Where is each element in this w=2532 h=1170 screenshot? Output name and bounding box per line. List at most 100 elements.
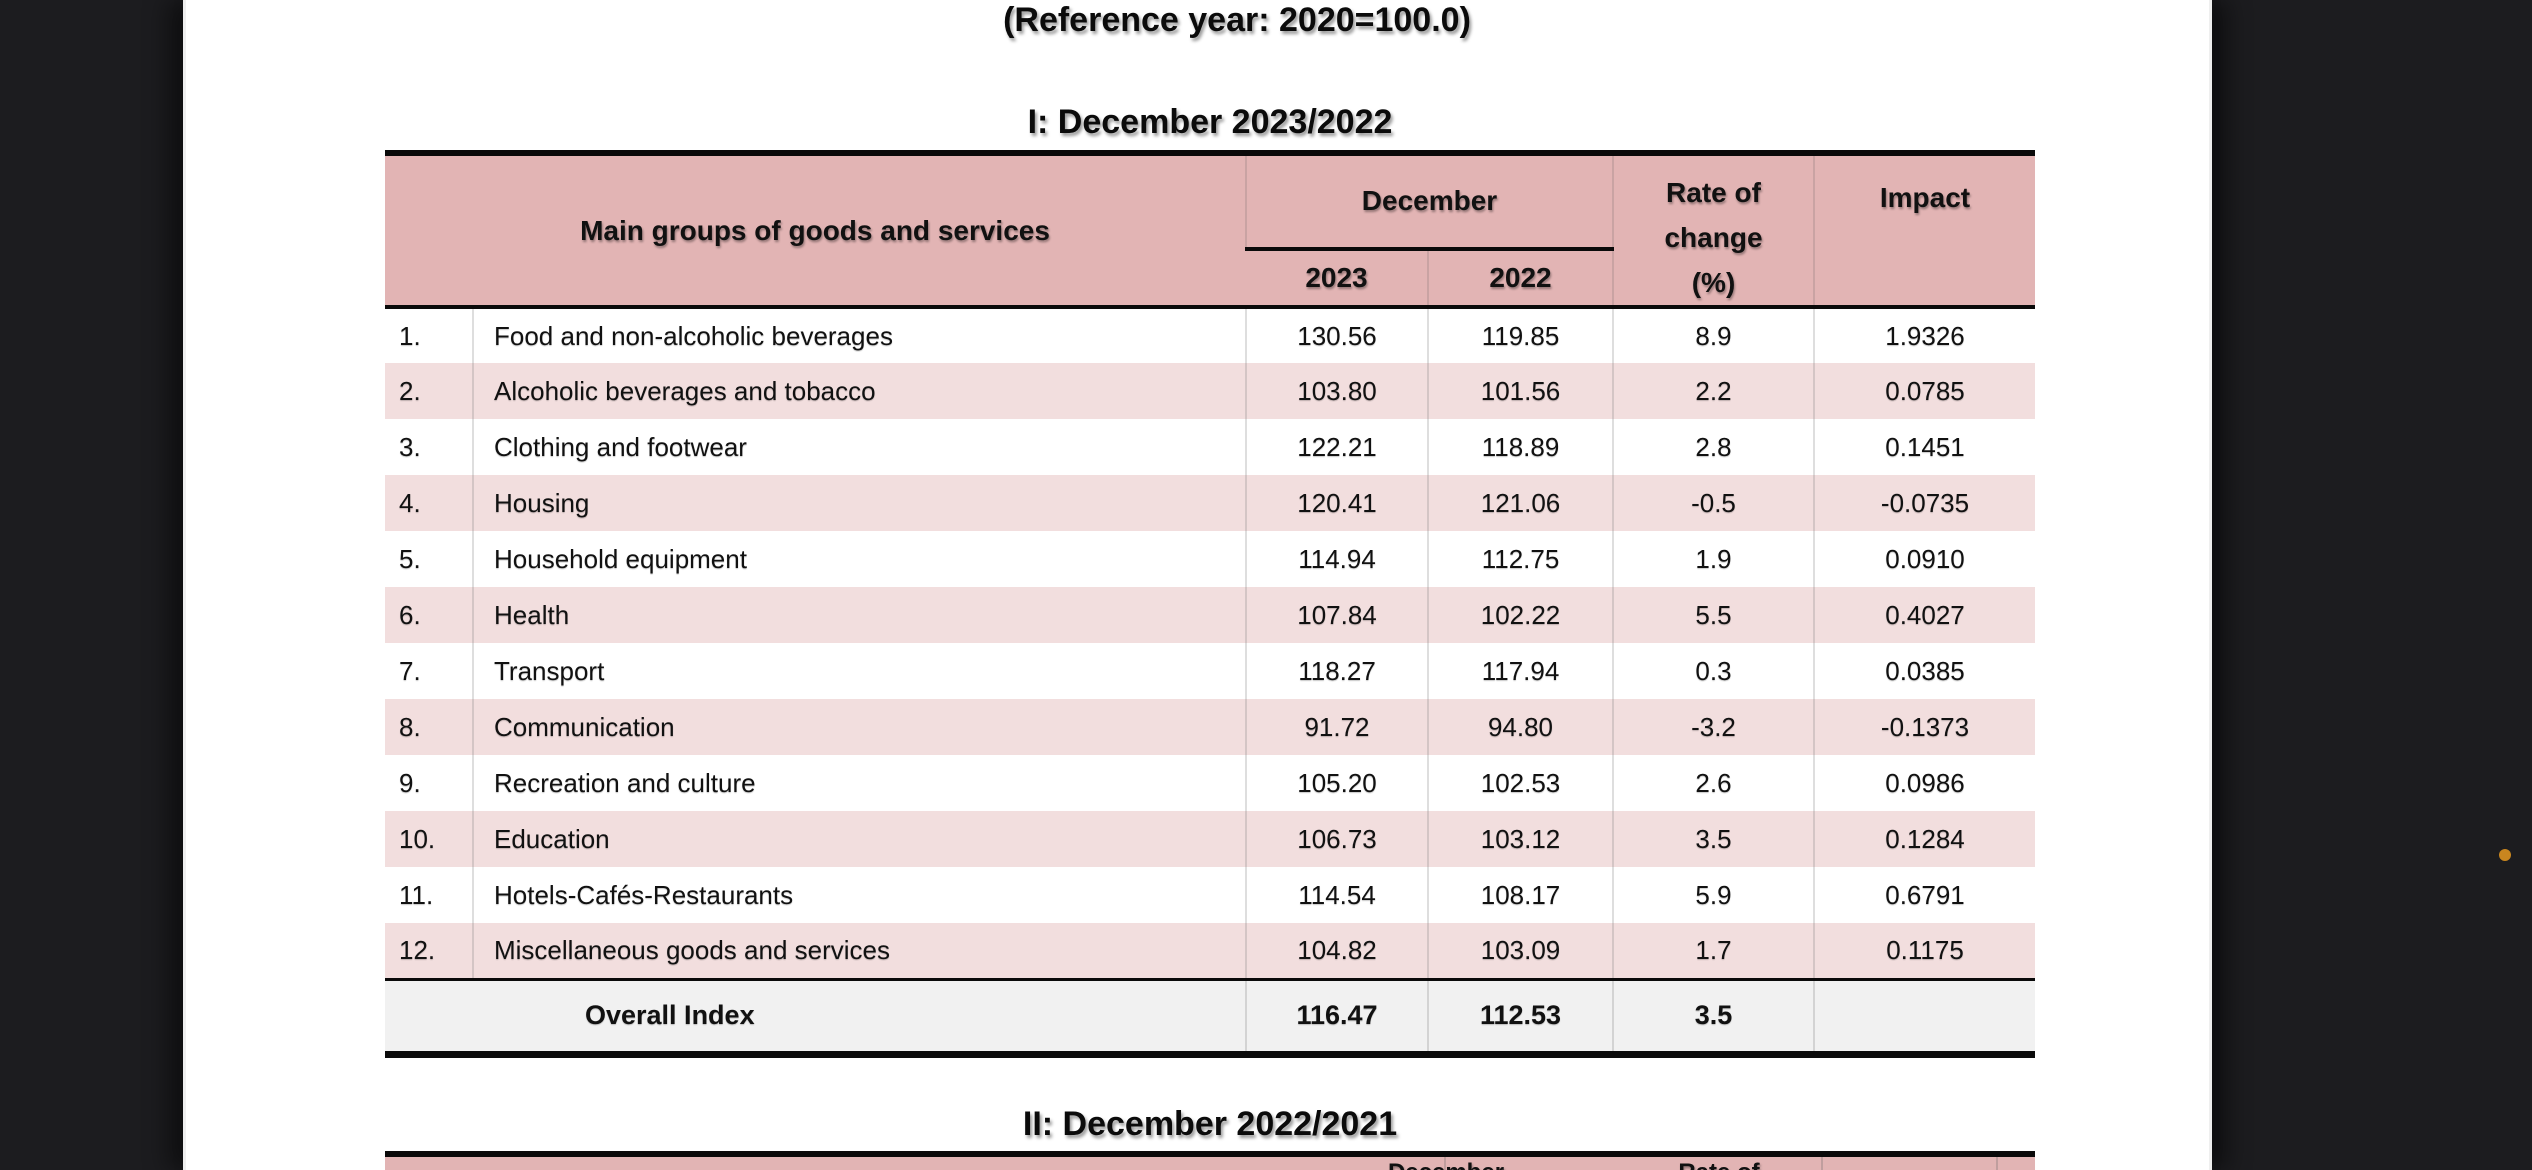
impact-value: 0.0385	[1813, 643, 2035, 699]
table-row: 3. Clothing and footwear 122.21 118.89 2…	[385, 419, 2035, 475]
value-2022: 119.85	[1427, 307, 1613, 363]
table-row: 4. Housing 120.41 121.06 -0.5 -0.0735	[385, 475, 2035, 531]
header-year-2022: 2022	[1427, 248, 1613, 310]
impact-value: 0.1175	[1813, 923, 2035, 979]
column-divider	[1996, 1157, 1998, 1170]
overall-value-2022: 112.53	[1427, 977, 1613, 1054]
value-2022: 103.09	[1427, 923, 1613, 979]
value-2022: 94.80	[1427, 699, 1613, 755]
impact-value: 0.1284	[1813, 811, 2035, 867]
table-row: 2. Alcoholic beverages and tobacco 103.8…	[385, 363, 2035, 419]
section2-heading: II: December 2022/2021	[1022, 1105, 1398, 1143]
row-number: 9.	[399, 767, 421, 798]
value-2023: 130.56	[1245, 307, 1428, 363]
header-december: December	[1245, 153, 1613, 251]
table-row: 6. Health 107.84 102.22 5.5 0.4027	[385, 587, 2035, 643]
overall-impact	[1813, 977, 2035, 1054]
group-name: Alcoholic beverages and tobacco	[472, 363, 1246, 419]
row-number: 1.	[399, 320, 421, 351]
row-number: 12.	[385, 923, 473, 979]
impact-value: 0.1451	[1813, 419, 2035, 475]
table-footer: Overall Index 116.47 112.53 3.5	[385, 977, 2035, 1054]
impact-value: 0.0986	[1813, 755, 2035, 811]
impact-value: 1.9326	[1813, 307, 2035, 363]
value-2022: 108.17	[1427, 867, 1613, 923]
value-2023: 114.94	[1245, 531, 1428, 587]
row-number: 10.	[385, 811, 473, 867]
reference-year-line: (Reference year: 2020=100.0)	[1003, 1, 1471, 39]
value-2023: 118.27	[1245, 643, 1428, 699]
document-page: (Reference year: 2020=100.0) I: December…	[183, 0, 2212, 1170]
value-2023: 104.82	[1245, 923, 1428, 979]
value-2023: 106.73	[1245, 811, 1428, 867]
header-rate-text: Rate of change (%)	[1664, 177, 1763, 298]
row-number: 7.	[399, 655, 421, 686]
group-name: Communication	[472, 699, 1246, 755]
group-name: Clothing and footwear	[472, 419, 1246, 475]
cpi-table-dec-2023-2022: Main groups of goods and services Decemb…	[385, 150, 2035, 1058]
rate-of-change: 8.9	[1612, 307, 1814, 363]
rate-of-change: 5.9	[1612, 867, 1814, 923]
overall-index-label: Overall Index	[385, 977, 1246, 1054]
impact-value: 0.4027	[1813, 587, 2035, 643]
table-row: 11. Hotels-Cafés-Restaurants 114.54 108.…	[385, 867, 2035, 923]
row-number: 6.	[385, 587, 473, 643]
impact-value: 0.0910	[1813, 531, 2035, 587]
table-row: 10. Education 106.73 103.12 3.5 0.1284	[385, 811, 2035, 867]
impact-value: -0.1373	[1813, 699, 2035, 755]
value-2023: 105.20	[1245, 755, 1428, 811]
table-body: 1. Food and non-alcoholic beverages 130.…	[385, 307, 2035, 979]
column-divider	[1444, 1157, 1446, 1170]
table-row: 8. Communication 91.72 94.80 -3.2 -0.137…	[385, 699, 2035, 755]
table-header: Main groups of goods and services Decemb…	[385, 153, 2035, 310]
impact-value: -0.0735	[1813, 475, 2035, 531]
overall-index-row: Overall Index 116.47 112.53 3.5	[385, 977, 2035, 1054]
value-2022: 121.06	[1427, 475, 1613, 531]
group-name: Education	[472, 811, 1246, 867]
value-2023: 114.54	[1245, 867, 1428, 923]
document-content: (Reference year: 2020=100.0) I: December…	[385, 0, 2035, 1170]
partial-header-december: December	[1386, 1159, 1506, 1170]
header-main-groups: Main groups of goods and services	[385, 153, 1246, 309]
section1-heading: I: December 2023/2022	[1027, 103, 1393, 141]
group-name: Transport	[472, 643, 1246, 699]
header-year-2023: 2023	[1246, 248, 1428, 310]
row-number: 11.	[399, 879, 434, 910]
value-2022: 101.56	[1427, 363, 1613, 419]
value-2023: 122.21	[1245, 419, 1428, 475]
rate-of-change: 1.7	[1612, 923, 1814, 979]
column-divider	[1821, 1157, 1823, 1170]
row-number: 2.	[385, 363, 473, 419]
rate-of-change: 0.3	[1612, 643, 1814, 699]
overall-value-2023: 116.47	[1245, 977, 1428, 1054]
group-name: Recreation and culture	[472, 755, 1246, 811]
rate-of-change: -3.2	[1612, 699, 1814, 755]
orange-dot-indicator	[2499, 849, 2511, 861]
value-2023: 91.72	[1245, 699, 1428, 755]
table-row: 1. Food and non-alcoholic beverages 130.…	[385, 307, 2035, 363]
group-name: Housing	[472, 475, 1246, 531]
header-impact: Impact	[1813, 153, 2035, 309]
group-name: Household equipment	[472, 531, 1246, 587]
row-number: 8.	[385, 699, 473, 755]
rate-of-change: 2.6	[1612, 755, 1814, 811]
value-2023: 120.41	[1245, 475, 1428, 531]
table-row: 9. Recreation and culture 105.20 102.53 …	[385, 755, 2035, 811]
group-name: Miscellaneous goods and services	[472, 923, 1246, 979]
value-2022: 118.89	[1427, 419, 1613, 475]
row-number: 3.	[399, 431, 421, 462]
rate-of-change: 3.5	[1612, 811, 1814, 867]
value-2022: 102.53	[1427, 755, 1613, 811]
group-name: Food and non-alcoholic beverages	[472, 307, 1246, 363]
partial-header-rate: Rate of	[1669, 1159, 1769, 1170]
group-name: Health	[472, 587, 1246, 643]
row-number: 5.	[399, 543, 421, 574]
impact-value: 0.6791	[1813, 867, 2035, 923]
value-2022: 117.94	[1427, 643, 1613, 699]
cpi-table-dec-2022-2021-partial: December Rate of	[385, 1151, 2035, 1170]
header-rate-of-change: Rate of change (%)	[1612, 153, 1814, 309]
rate-of-change: 1.9	[1612, 531, 1814, 587]
row-number: 4.	[385, 475, 473, 531]
impact-value: 0.0785	[1813, 363, 2035, 419]
value-2023: 103.80	[1245, 363, 1428, 419]
